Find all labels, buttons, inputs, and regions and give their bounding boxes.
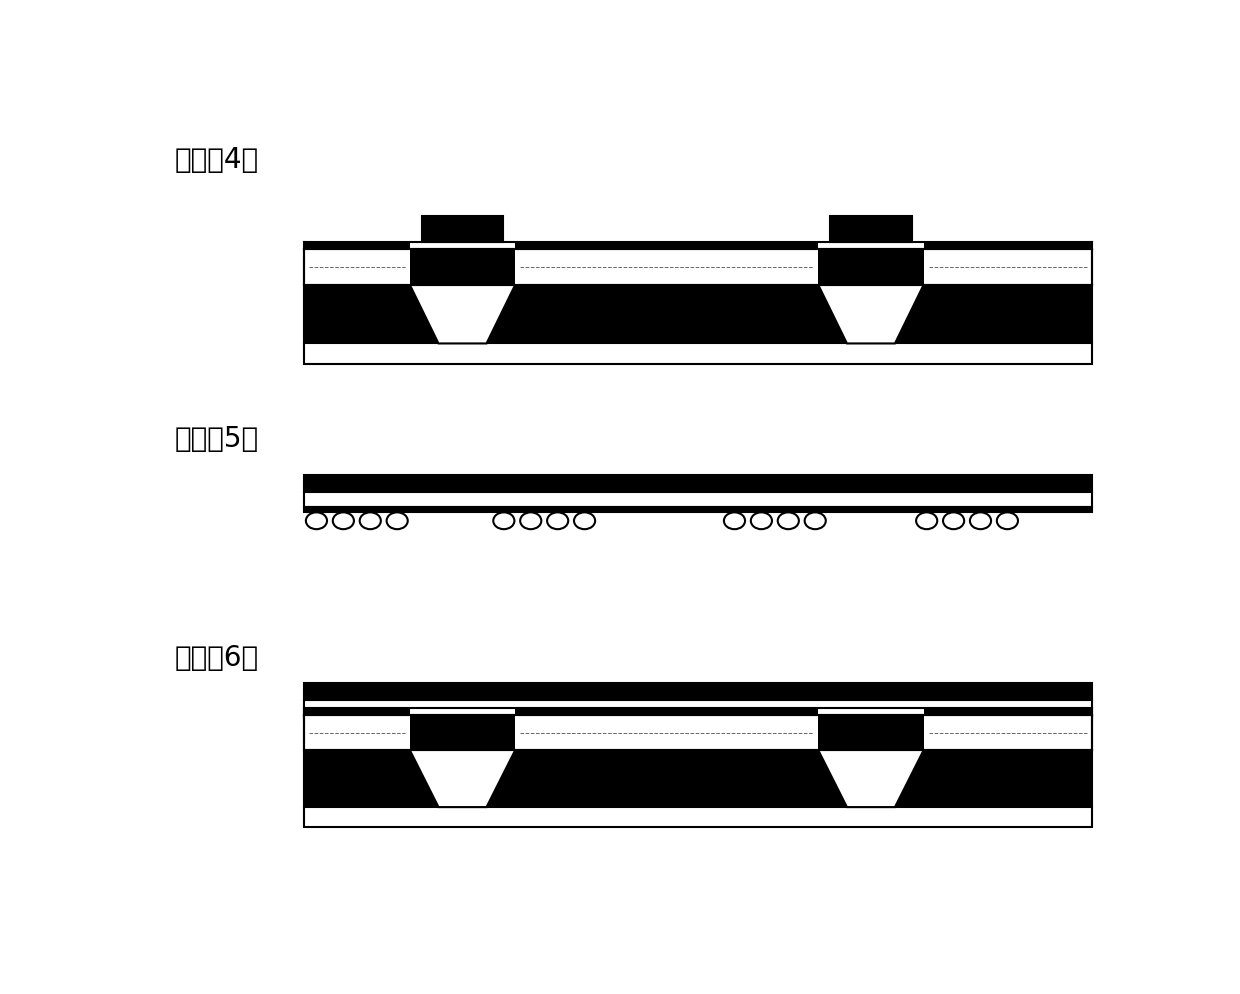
Bar (422, 217, 503, 242)
Circle shape (970, 512, 991, 529)
Polygon shape (409, 749, 516, 807)
Polygon shape (409, 284, 516, 344)
Circle shape (750, 512, 773, 529)
Bar (304, 749, 1092, 807)
Circle shape (387, 512, 408, 529)
Circle shape (547, 721, 568, 738)
Bar (304, 284, 1092, 344)
Polygon shape (818, 284, 924, 344)
Circle shape (306, 721, 327, 738)
Circle shape (360, 512, 381, 529)
Bar (409, 716, 516, 749)
Circle shape (777, 512, 799, 529)
Bar (304, 492, 1092, 507)
Circle shape (805, 512, 826, 529)
Bar (304, 716, 1092, 749)
Bar (818, 716, 924, 749)
Circle shape (387, 721, 408, 738)
Circle shape (332, 721, 353, 738)
Circle shape (574, 512, 595, 529)
Bar (304, 683, 1092, 700)
Circle shape (574, 721, 595, 738)
Bar (304, 249, 1092, 284)
Circle shape (494, 721, 515, 738)
Circle shape (724, 721, 745, 738)
Bar (304, 708, 409, 716)
Bar (924, 242, 1092, 249)
Circle shape (970, 721, 991, 738)
Circle shape (777, 721, 799, 738)
Circle shape (997, 721, 1018, 738)
Circle shape (332, 512, 353, 529)
Bar (304, 716, 1092, 720)
Bar (304, 344, 1092, 364)
Circle shape (750, 721, 773, 738)
Bar (516, 708, 818, 716)
Circle shape (521, 721, 542, 738)
Circle shape (724, 512, 745, 529)
Bar (304, 242, 409, 249)
Text: 步骤（5）: 步骤（5） (174, 425, 258, 453)
Bar (818, 249, 924, 284)
Circle shape (997, 512, 1018, 529)
Bar (304, 475, 1092, 492)
Circle shape (805, 721, 826, 738)
Circle shape (942, 512, 965, 529)
Circle shape (916, 512, 937, 529)
Bar (924, 708, 1092, 716)
Circle shape (521, 512, 542, 529)
Polygon shape (818, 749, 924, 807)
Circle shape (494, 512, 515, 529)
Text: 步骤（4）: 步骤（4） (174, 146, 258, 174)
Circle shape (916, 721, 937, 738)
Circle shape (547, 512, 568, 529)
Bar (516, 242, 818, 249)
Bar (304, 700, 1092, 716)
Text: 步骤（6）: 步骤（6） (174, 643, 258, 672)
Circle shape (942, 721, 965, 738)
Circle shape (360, 721, 381, 738)
Bar (304, 507, 1092, 512)
Bar (830, 217, 911, 242)
Bar (409, 249, 516, 284)
Bar (304, 807, 1092, 827)
Circle shape (306, 512, 327, 529)
